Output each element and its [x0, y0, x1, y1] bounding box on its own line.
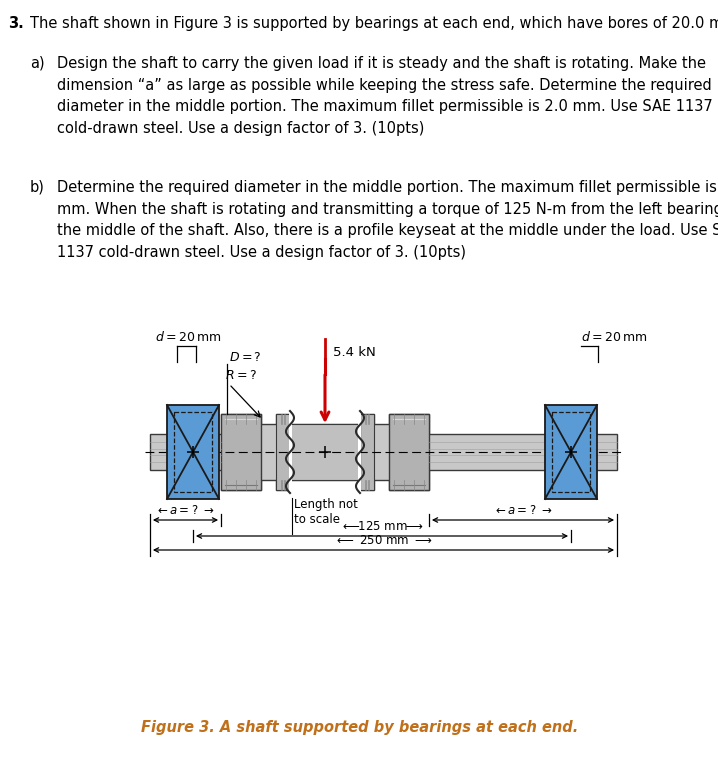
Text: The shaft shown in Figure 3 is supported by bearings at each end, which have bor: The shaft shown in Figure 3 is supported… — [30, 16, 718, 31]
Text: $d = 20\,\mathrm{mm}$: $d = 20\,\mathrm{mm}$ — [155, 330, 221, 344]
Bar — [276, 414, 290, 490]
Bar — [358, 409, 361, 495]
Text: Figure 3. A shaft supported by bearings at each end.: Figure 3. A shaft supported by bearings … — [141, 720, 579, 735]
Text: Design the shaft to carry the given load if it is steady and the shaft is rotati: Design the shaft to carry the given load… — [57, 56, 713, 136]
Text: a): a) — [30, 56, 45, 71]
Bar — [552, 412, 590, 492]
Text: Length not
to scale: Length not to scale — [294, 498, 358, 526]
Bar — [290, 424, 360, 480]
Text: Determine the required diameter in the middle portion. The maximum fillet permis: Determine the required diameter in the m… — [57, 180, 718, 259]
Bar — [221, 414, 261, 490]
Text: $\longleftarrow\ 250\ \mathrm{mm}\ \longrightarrow$: $\longleftarrow\ 250\ \mathrm{mm}\ \long… — [334, 534, 432, 547]
Text: $d = 20\,\mathrm{mm}$: $d = 20\,\mathrm{mm}$ — [581, 330, 648, 344]
Text: $\leftarrow a = ?\ \rightarrow$: $\leftarrow a = ?\ \rightarrow$ — [155, 504, 215, 517]
Text: $\longleftarrow\!\!125\ \mathrm{mm}\!\!\longrightarrow$: $\longleftarrow\!\!125\ \mathrm{mm}\!\!\… — [340, 520, 424, 533]
Text: $R = ?$: $R = ?$ — [225, 369, 257, 382]
Bar — [389, 414, 429, 490]
Bar — [545, 405, 597, 499]
Text: b): b) — [30, 180, 45, 195]
Text: 3.: 3. — [8, 16, 24, 31]
Bar — [167, 405, 219, 499]
Polygon shape — [150, 414, 617, 490]
Bar — [289, 409, 292, 495]
Bar — [360, 414, 374, 490]
Text: $D = ?$: $D = ?$ — [229, 351, 262, 364]
Text: 5.4 kN: 5.4 kN — [333, 346, 376, 359]
Text: $\leftarrow a = ?\ \rightarrow$: $\leftarrow a = ?\ \rightarrow$ — [493, 504, 553, 517]
Bar — [174, 412, 212, 492]
